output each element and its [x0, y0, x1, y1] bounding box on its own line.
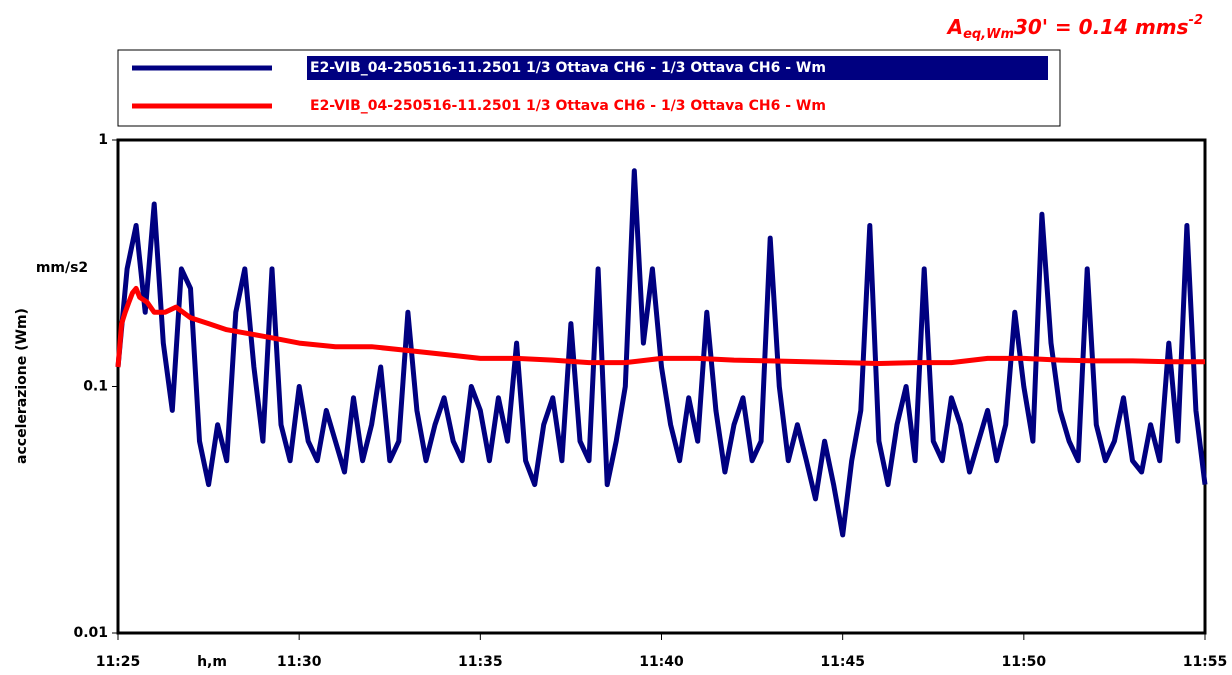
y-tick-label: 0.01	[73, 625, 108, 641]
series-line	[115, 285, 1205, 368]
legend-label: E2-VIB_04-250516-11.2501 1/3 Ottava CH6 …	[310, 98, 826, 114]
x-tick-label: 11:25	[96, 654, 141, 670]
annotation-main: 30' = 0.14 mms	[1014, 15, 1189, 39]
x-tick-label: 11:45	[820, 654, 865, 670]
annotation: Aeq,Wm30' = 0.14 mms-2	[946, 13, 1203, 42]
annotation-sub: eq,Wm	[963, 27, 1014, 42]
annotation-sup: -2	[1189, 13, 1203, 28]
x-tick-label: 11:55	[1183, 654, 1228, 670]
series-line	[115, 168, 1208, 538]
x-tick-label: 11:50	[1002, 654, 1047, 670]
legend-highlight	[307, 56, 1048, 80]
y-unit: mm/s2	[36, 260, 88, 276]
x-tick-label: 11:30	[277, 654, 322, 670]
x-tick-label: 11:35	[458, 654, 503, 670]
legend-label: E2-VIB_04-250516-11.2501 1/3 Ottava CH6 …	[310, 60, 826, 76]
annotation-base: A	[946, 15, 963, 39]
y-axis-label: accelerazione (Wm)	[14, 308, 30, 464]
x-axis-label: h,m	[197, 654, 227, 670]
y-tick-label: 0.1	[83, 379, 108, 395]
y-tick-label: 1	[98, 132, 108, 148]
x-tick-label: 11:40	[639, 654, 684, 670]
